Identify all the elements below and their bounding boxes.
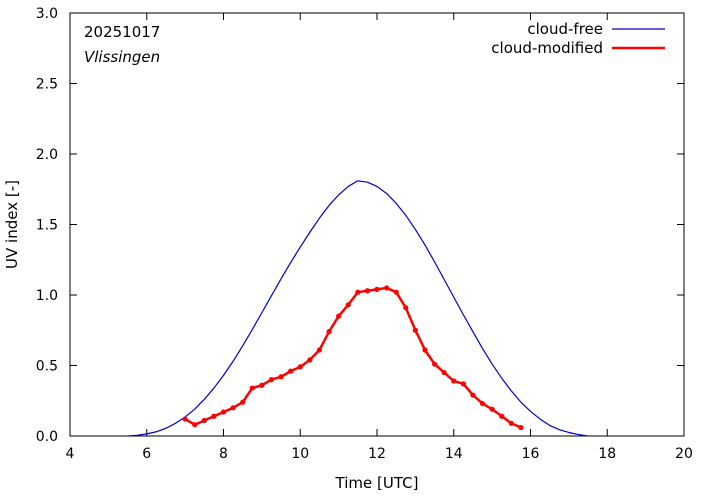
plot-border xyxy=(69,12,685,437)
data-point-cloud-modified xyxy=(336,313,342,319)
data-point-cloud-modified xyxy=(364,288,371,294)
data-point-cloud-modified xyxy=(259,382,265,388)
date-annotation: 20251017 xyxy=(84,23,160,41)
data-point-cloud-modified xyxy=(345,302,351,308)
y-axis-label: UV index [-] xyxy=(3,180,21,269)
plot-area xyxy=(69,12,685,437)
data-point-cloud-modified xyxy=(297,364,303,370)
data-point-cloud-modified xyxy=(230,405,236,411)
data-point-cloud-modified xyxy=(470,392,476,398)
series-line-cloud-free xyxy=(127,180,589,437)
legend: cloud-free cloud-modified xyxy=(491,20,665,57)
data-point-cloud-modified xyxy=(374,286,380,292)
data-point-cloud-modified xyxy=(220,409,227,415)
data-point-cloud-modified xyxy=(441,369,447,376)
data-point-cloud-modified xyxy=(489,406,495,412)
data-point-cloud-modified xyxy=(211,413,217,419)
data-point-cloud-modified xyxy=(508,420,514,426)
x-axis-label: Time [UTC] xyxy=(335,474,419,492)
x-tick-label: 18 xyxy=(598,446,616,462)
data-point-cloud-modified xyxy=(249,385,255,391)
data-point-cloud-modified xyxy=(479,400,486,407)
y-tick-label: 1.0 xyxy=(36,288,58,304)
y-tick-label: 0.5 xyxy=(36,359,58,375)
data-point-cloud-modified xyxy=(307,357,313,363)
data-point-cloud-modified xyxy=(326,329,332,335)
data-point-cloud-modified xyxy=(278,374,284,380)
y-tick-label: 3.0 xyxy=(36,6,58,22)
legend-label-cloud-free: cloud-free xyxy=(527,20,603,38)
x-tick-label: 6 xyxy=(142,446,151,462)
x-tick-label: 16 xyxy=(522,446,540,462)
data-point-cloud-modified xyxy=(355,289,361,295)
data-point-cloud-modified xyxy=(499,413,505,419)
data-point-cloud-modified xyxy=(431,361,438,367)
data-point-cloud-modified xyxy=(288,368,294,374)
series-layer xyxy=(127,180,589,437)
data-point-cloud-modified xyxy=(201,417,207,424)
data-point-cloud-modified xyxy=(412,327,418,333)
x-tick-label: 14 xyxy=(445,446,463,462)
data-point-cloud-modified xyxy=(268,377,275,383)
data-point-cloud-modified xyxy=(192,422,198,428)
data-point-cloud-modified xyxy=(182,416,188,422)
data-point-cloud-modified xyxy=(393,289,399,295)
data-point-cloud-modified xyxy=(422,347,428,353)
x-tick-label: 8 xyxy=(219,446,228,462)
y-tick-label: 0.0 xyxy=(36,429,58,445)
location-annotation: Vlissingen xyxy=(84,48,160,66)
data-point-cloud-modified xyxy=(316,347,323,353)
tick-labels: 4 6 8 10 12 14 16 18 20 0.0 0.5 1.0 1.5 2.0 2.5 3.0 xyxy=(36,6,693,462)
data-point-cloud-modified xyxy=(240,399,246,405)
data-point-cloud-modified xyxy=(383,285,390,291)
y-tick-label: 2.5 xyxy=(36,77,58,93)
x-tick-label: 12 xyxy=(368,446,386,462)
x-tick-label: 4 xyxy=(66,446,75,462)
data-point-cloud-modified xyxy=(518,424,524,431)
data-point-cloud-modified xyxy=(403,305,409,311)
data-point-cloud-modified xyxy=(451,378,457,384)
x-tick-label: 20 xyxy=(675,446,693,462)
data-point-cloud-modified xyxy=(460,381,466,387)
y-tick-label: 2.0 xyxy=(36,147,58,163)
y-tick-label: 1.5 xyxy=(36,218,58,234)
x-tick-label: 10 xyxy=(291,446,309,462)
axis-ticks xyxy=(70,13,684,436)
legend-label-cloud-modified: cloud-modified xyxy=(491,39,603,57)
